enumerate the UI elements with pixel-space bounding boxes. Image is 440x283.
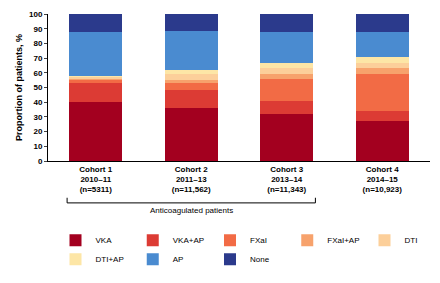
svg-text:FXaI+AP: FXaI+AP xyxy=(327,236,359,245)
svg-text:FXaI: FXaI xyxy=(250,236,267,245)
svg-text:70: 70 xyxy=(33,54,42,63)
svg-text:DTI+AP: DTI+AP xyxy=(96,255,124,264)
svg-text:Cohort 22011–13(n=11,562): Cohort 22011–13(n=11,562) xyxy=(172,165,211,195)
svg-text:0: 0 xyxy=(38,157,43,166)
svg-text:Cohort 32013–14(n=11,343): Cohort 32013–14(n=11,343) xyxy=(267,165,306,195)
svg-text:20: 20 xyxy=(33,127,42,136)
svg-text:Cohort 12010–11(n=5311): Cohort 12010–11(n=5311) xyxy=(79,165,112,195)
svg-text:100: 100 xyxy=(29,10,43,19)
svg-text:Proportion of patients, %: Proportion of patients, % xyxy=(14,34,24,141)
svg-text:10: 10 xyxy=(33,142,42,151)
svg-text:Cohort 42014–15(n=10,923): Cohort 42014–15(n=10,923) xyxy=(363,165,403,195)
svg-text:40: 40 xyxy=(33,98,42,107)
svg-text:Anticoagulated patients: Anticoagulated patients xyxy=(150,206,233,215)
svg-text:VKA+AP: VKA+AP xyxy=(173,236,204,245)
svg-text:90: 90 xyxy=(33,25,42,34)
svg-text:80: 80 xyxy=(33,39,42,48)
svg-text:DTI: DTI xyxy=(405,236,418,245)
svg-text:30: 30 xyxy=(33,113,42,122)
svg-text:AP: AP xyxy=(173,255,184,264)
svg-text:50: 50 xyxy=(33,83,42,92)
svg-text:None: None xyxy=(250,255,270,264)
svg-text:60: 60 xyxy=(33,69,42,78)
svg-text:VKA: VKA xyxy=(96,236,113,245)
